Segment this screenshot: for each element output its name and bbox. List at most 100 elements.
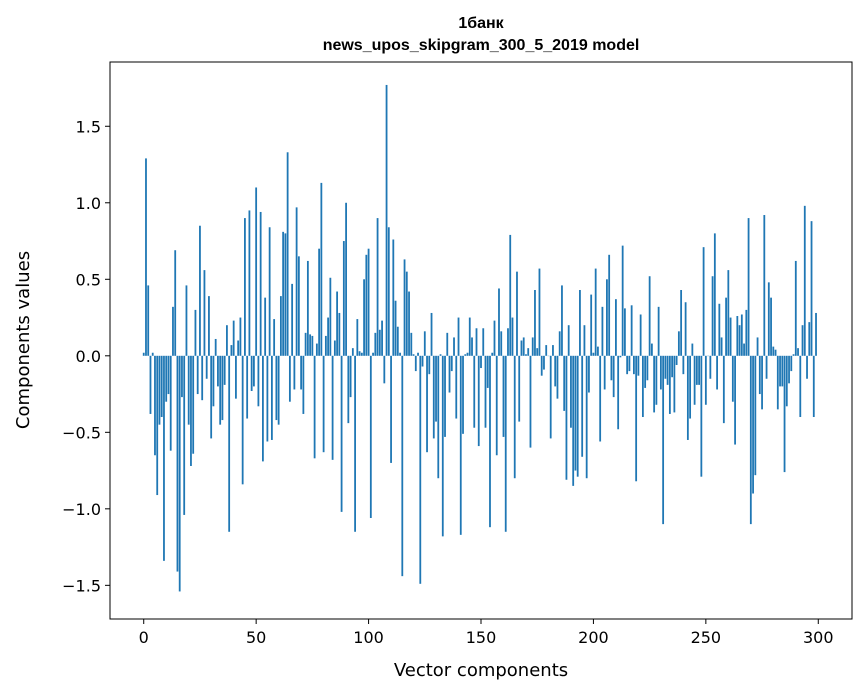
bar-component-141 [459, 355, 462, 535]
bar-component-48 [250, 355, 253, 391]
bar-component-101 [369, 355, 372, 518]
bar-component-182 [552, 345, 554, 356]
bar-component-146 [471, 337, 473, 356]
bar-component-62 [282, 231, 285, 356]
bar-component-60 [277, 355, 280, 425]
bar-component-217 [630, 305, 633, 356]
bar-component-283 [779, 355, 781, 387]
bar-component-220 [637, 355, 640, 376]
bar-component-197 [585, 355, 588, 479]
bar-component-145 [468, 317, 471, 356]
bar-component-49 [253, 355, 255, 387]
bar-component-147 [473, 355, 476, 428]
bar-component-104 [376, 218, 379, 356]
bar-component-208 [610, 355, 613, 381]
bar-component-89 [342, 241, 345, 356]
bar-component-69 [297, 256, 300, 356]
bar-component-259 [725, 297, 727, 356]
bar-component-166 [516, 271, 518, 356]
bar-component-158 [498, 288, 500, 356]
bar-component-244 [691, 343, 694, 356]
bar-component-203 [599, 355, 602, 442]
bar-component-105 [378, 329, 381, 356]
bar-component-64 [286, 152, 289, 356]
bar-component-116 [403, 259, 406, 356]
bar-component-230 [659, 355, 662, 390]
bar-component-267 [743, 343, 745, 356]
bar-component-215 [626, 355, 629, 375]
bar-component-71 [302, 355, 305, 414]
bar-component-90 [345, 202, 347, 356]
bar-component-149 [477, 355, 480, 447]
bar-component-20 [187, 355, 190, 425]
bar-component-160 [502, 355, 505, 437]
bar-component-266 [740, 314, 743, 356]
bar-component-172 [529, 355, 532, 448]
bar-component-199 [590, 294, 593, 356]
bar-component-120 [412, 354, 415, 356]
bar-component-190 [570, 355, 572, 428]
bar-component-134 [444, 355, 446, 437]
bar-component-3 [149, 355, 152, 414]
chart-title: 1банк [458, 15, 504, 32]
bar-component-55 [266, 355, 269, 442]
bar-component-127 [428, 355, 431, 375]
y-tick-label: 1.0 [76, 194, 101, 213]
bar-component-107 [383, 355, 386, 384]
bar-component-210 [615, 299, 617, 356]
bar-component-23 [194, 309, 197, 356]
bar-component-91 [347, 355, 350, 424]
bar-component-92 [349, 355, 352, 398]
bar-component-205 [603, 355, 606, 390]
bar-component-85 [333, 340, 336, 356]
bar-component-242 [686, 355, 689, 440]
bar-component-99 [365, 254, 368, 356]
bar-component-5 [154, 355, 156, 456]
bar-component-291 [797, 348, 799, 356]
bar-component-113 [396, 326, 399, 356]
bar-component-284 [781, 355, 784, 387]
bar-component-235 [671, 355, 674, 378]
bar-component-204 [601, 306, 604, 356]
bar-component-103 [374, 332, 377, 356]
bar-component-246 [695, 355, 698, 385]
bar-component-41 [235, 355, 237, 399]
bar-component-296 [808, 322, 811, 356]
y-tick-label: −0.5 [62, 423, 101, 442]
bar-component-148 [475, 328, 478, 356]
bar-component-216 [628, 355, 631, 372]
bar-component-97 [360, 352, 363, 356]
bar-component-106 [381, 320, 383, 356]
bar-component-289 [792, 354, 795, 356]
bar-component-276 [763, 215, 766, 356]
bar-component-52 [259, 211, 262, 356]
bar-component-290 [794, 260, 797, 356]
bar-component-19 [185, 285, 188, 356]
bar-component-232 [664, 355, 667, 379]
bar-component-169 [522, 337, 525, 356]
bar-component-179 [545, 345, 548, 356]
bar-component-196 [583, 325, 586, 356]
bar-component-198 [588, 355, 590, 393]
bar-component-188 [565, 355, 568, 480]
bar-component-82 [327, 317, 329, 356]
bar-component-171 [527, 348, 530, 356]
bar-component-186 [561, 285, 563, 356]
bar-component-46 [246, 355, 249, 419]
plot-area-frame [109, 61, 853, 620]
bar-component-12 [169, 355, 172, 451]
bar-component-4 [151, 352, 154, 356]
x-axis-label: Vector components [394, 660, 568, 681]
bar-component-175 [536, 348, 539, 356]
bar-component-39 [230, 345, 233, 356]
bar-component-15 [176, 355, 179, 572]
bar-component-81 [324, 335, 327, 356]
bar-component-238 [677, 331, 680, 356]
bar-component-13 [172, 306, 174, 356]
bar-component-8 [160, 355, 163, 418]
bar-component-72 [304, 332, 307, 356]
bar-component-61 [279, 296, 282, 356]
bar-component-183 [554, 355, 557, 387]
bar-component-297 [810, 221, 813, 356]
bar-component-228 [655, 355, 658, 405]
